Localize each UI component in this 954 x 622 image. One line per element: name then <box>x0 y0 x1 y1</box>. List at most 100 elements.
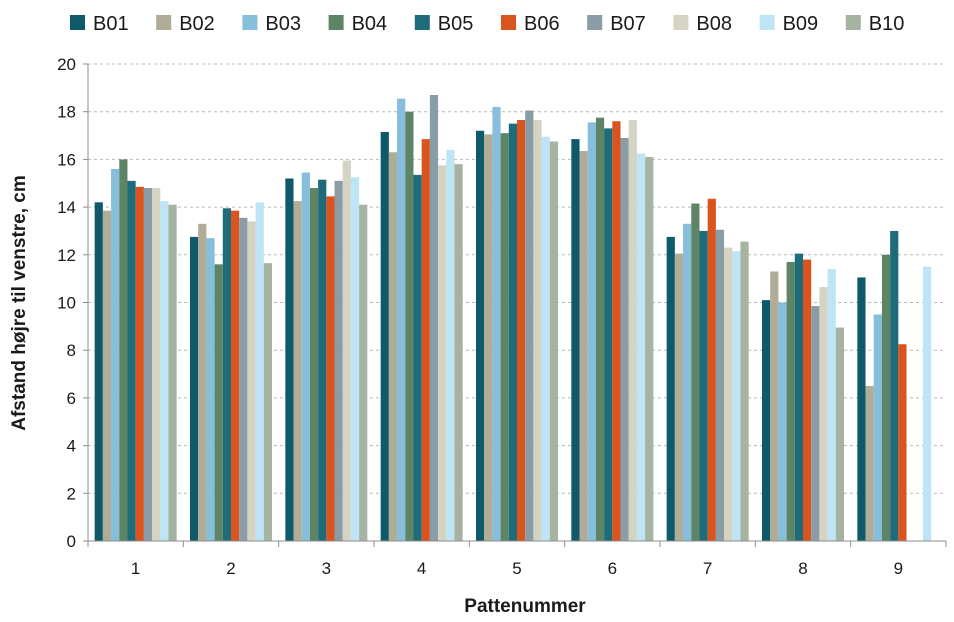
bar-b05-cat-6 <box>604 128 613 541</box>
axes <box>83 63 947 547</box>
bar-b06-cat-7 <box>707 198 716 541</box>
bar-b05-cat-7 <box>699 230 708 541</box>
x-tick-label: 4 <box>417 559 426 578</box>
bar-b07-cat-2 <box>239 217 248 541</box>
bar-b02-cat-7 <box>674 253 684 542</box>
legend-swatch-b07 <box>587 15 603 30</box>
bar-b03-cat-9 <box>873 314 882 541</box>
bar-b05-cat-9 <box>890 230 899 541</box>
bar-b01-cat-3 <box>285 178 294 542</box>
legend-swatch-b02 <box>156 15 172 30</box>
x-tick-label: 1 <box>131 559 140 578</box>
y-axis-title: Afstand højre til venstre, cm <box>9 175 30 431</box>
legend-label-b07: B07 <box>610 13 646 35</box>
bar-b05-cat-8 <box>794 253 803 542</box>
x-tick-label: 6 <box>608 559 617 578</box>
bar-b09-cat-1 <box>160 201 169 541</box>
x-tick-label: 9 <box>894 559 903 578</box>
y-tick-label: 4 <box>67 437 76 456</box>
bar-b06-cat-6 <box>612 121 621 542</box>
bar-b01-cat-8 <box>762 300 771 541</box>
bar-b05-cat-4 <box>413 174 422 541</box>
bar-b10-cat-5 <box>549 141 558 541</box>
bar-b07-cat-5 <box>525 110 534 541</box>
y-tick-label: 20 <box>57 55 76 74</box>
legend-label-b08: B08 <box>696 13 732 35</box>
y-tick-label: 10 <box>57 294 76 313</box>
legend-label-b06: B06 <box>524 13 560 35</box>
bar-b10-cat-1 <box>168 204 177 541</box>
bar-b08-cat-8 <box>819 286 828 541</box>
legend-label-b04: B04 <box>352 13 388 35</box>
bar-b03-cat-2 <box>206 238 215 542</box>
bar-b08-cat-3 <box>342 160 351 541</box>
bar-b07-cat-6 <box>620 137 629 541</box>
legend-label-b05: B05 <box>438 13 474 35</box>
bar-b01-cat-6 <box>571 139 580 541</box>
bar-b05-cat-1 <box>127 180 136 542</box>
legend-label-b02: B02 <box>179 13 215 35</box>
bar-b07-cat-7 <box>715 229 725 541</box>
x-tick-label: 8 <box>798 559 807 578</box>
bar-b07-cat-4 <box>429 95 439 541</box>
bar-b06-cat-4 <box>421 139 430 541</box>
x-tick-label: 5 <box>512 559 521 578</box>
y-tick-label: 8 <box>67 341 76 360</box>
bar-b09-cat-4 <box>446 149 455 542</box>
bar-b05-cat-2 <box>222 208 231 542</box>
bar-b03-cat-1 <box>111 168 120 541</box>
bar-b03-cat-3 <box>301 172 310 541</box>
bar-b01-cat-4 <box>380 131 389 541</box>
bar-b10-cat-3 <box>359 204 368 541</box>
bar-b03-cat-6 <box>587 122 596 542</box>
bar-b06-cat-8 <box>803 259 812 541</box>
bar-b04-cat-4 <box>405 111 414 541</box>
legend-label-b10: B10 <box>869 13 905 35</box>
x-tick-label: 7 <box>703 559 712 578</box>
y-tick-label: 2 <box>67 484 76 503</box>
bar-b08-cat-4 <box>438 165 447 542</box>
bar-b05-cat-3 <box>318 179 327 542</box>
legend-swatch-b05 <box>414 15 430 30</box>
x-axis-title: Pattenummer <box>464 596 586 617</box>
bar-b03-cat-5 <box>492 106 501 542</box>
bar-b10-cat-8 <box>835 327 844 541</box>
bar-b08-cat-6 <box>628 120 637 542</box>
bar-b02-cat-4 <box>388 152 398 541</box>
y-tick-label: 0 <box>67 532 76 551</box>
bar-b02-cat-9 <box>865 385 874 541</box>
bar-b07-cat-8 <box>811 306 820 541</box>
bar-b04-cat-7 <box>691 203 700 541</box>
legend: B01 B02 B03 B04 B05 B06 B07 B08 B09 B10 <box>70 13 904 35</box>
x-tick-label: 2 <box>226 559 235 578</box>
legend-swatch-b06 <box>501 15 516 30</box>
legend-label-b03: B03 <box>265 13 301 35</box>
bar-b01-cat-2 <box>190 236 199 541</box>
bar-b10-cat-2 <box>263 263 272 541</box>
bar-b04-cat-3 <box>309 188 319 541</box>
bar-b04-cat-8 <box>786 261 795 541</box>
bar-b09-cat-2 <box>255 202 264 541</box>
bar-b09-cat-5 <box>541 136 550 541</box>
bar-b02-cat-6 <box>579 151 588 542</box>
y-tick-label: 12 <box>57 246 76 265</box>
y-tick-label: 6 <box>67 389 76 408</box>
legend-swatch-b10 <box>845 15 861 30</box>
bar-b04-cat-1 <box>119 159 128 541</box>
bar-b03-cat-4 <box>397 98 406 542</box>
bar-b01-cat-5 <box>476 130 485 541</box>
bar-b09-cat-3 <box>350 177 360 541</box>
y-tick-label: 14 <box>57 198 76 217</box>
bar-b06-cat-1 <box>135 186 144 541</box>
bar-b07-cat-3 <box>334 180 343 542</box>
y-tick-label: 16 <box>57 150 76 169</box>
bar-b09-cat-6 <box>636 153 646 541</box>
x-tick-label: 3 <box>322 559 331 578</box>
bar-b05-cat-5 <box>508 123 517 541</box>
bar-b06-cat-9 <box>898 344 907 541</box>
bar-b10-cat-4 <box>454 164 463 542</box>
bar-b04-cat-9 <box>881 254 891 542</box>
bar-b02-cat-5 <box>484 134 493 542</box>
bars <box>94 95 932 542</box>
bar-b04-cat-6 <box>595 117 605 541</box>
